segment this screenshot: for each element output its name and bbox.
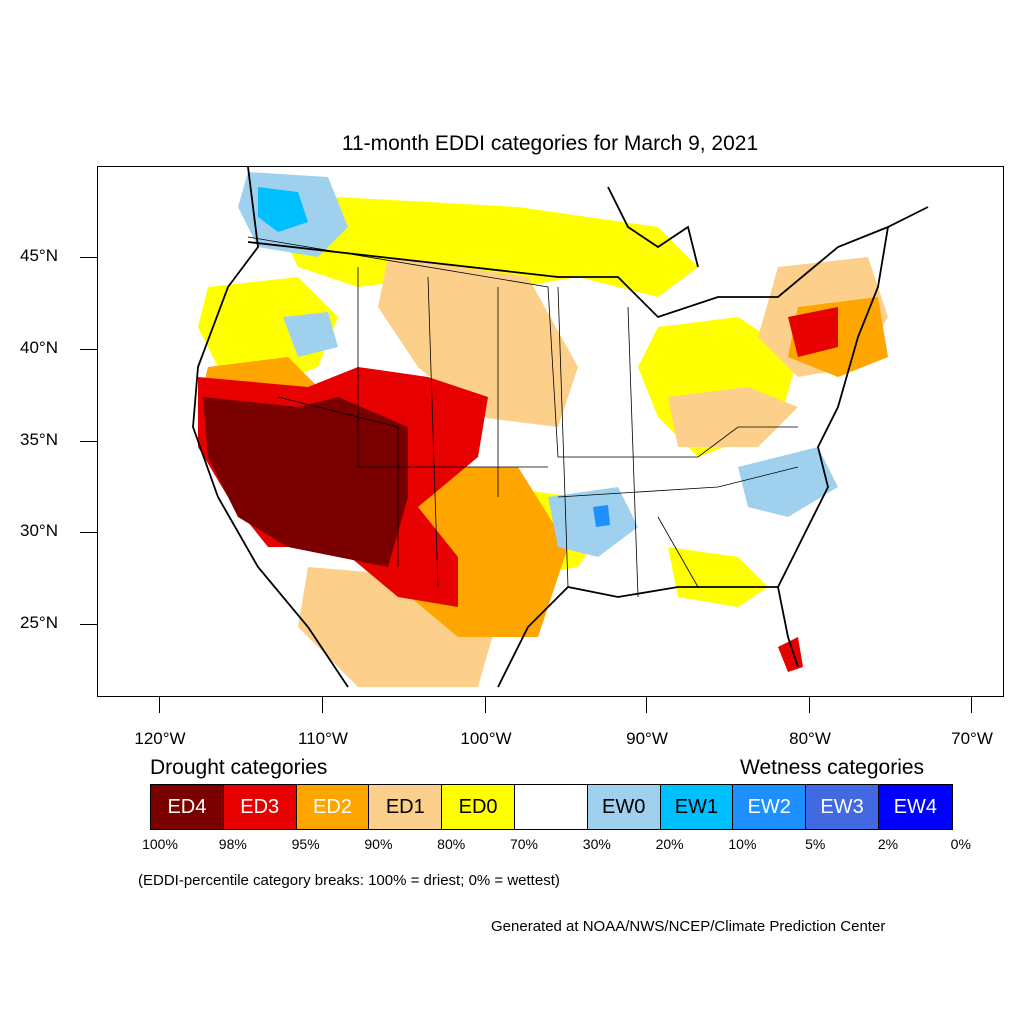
percent-break-label: 30% xyxy=(582,836,611,852)
lon-tick-70 xyxy=(971,697,972,713)
legend-box-ew1: EW1 xyxy=(660,785,734,829)
legend-box-ew0: EW0 xyxy=(587,785,661,829)
percent-break-label: 95% xyxy=(291,836,320,852)
ew0-idaho xyxy=(283,312,338,357)
lon-label-120: 120°W xyxy=(134,729,186,748)
lon-label-80: 80°W xyxy=(789,729,831,748)
legend-box-neutral xyxy=(514,785,588,829)
lon-tick-90 xyxy=(646,697,647,713)
lat-label-45: 45°N xyxy=(20,246,58,265)
lat-tick-30 xyxy=(80,532,97,533)
lat-tick-45 xyxy=(80,257,97,258)
ed0-west xyxy=(198,277,338,387)
ed1-ohio xyxy=(668,387,798,447)
lon-tick-120 xyxy=(159,697,160,713)
lat-tick-25 xyxy=(80,624,97,625)
lon-label-110: 110°W xyxy=(298,729,348,748)
eddi-map xyxy=(97,166,1004,697)
lon-label-70: 70°W xyxy=(951,729,993,748)
ed1-plains xyxy=(378,257,578,427)
legend-box-ew2: EW2 xyxy=(733,785,807,829)
ed0-north xyxy=(278,197,698,297)
legend-box-ew3: EW3 xyxy=(806,785,879,829)
lon-label-90: 90°W xyxy=(626,729,668,748)
percent-break-label: 100% xyxy=(142,836,178,852)
credit-line: Generated at NOAA/NWS/NCEP/Climate Predi… xyxy=(491,918,886,935)
ew1-northwest xyxy=(258,187,308,232)
percent-break-label: 10% xyxy=(728,836,757,852)
state-boundaries xyxy=(247,236,799,598)
wetness-categories-heading: Wetness categories xyxy=(740,756,925,779)
coastlines xyxy=(192,167,929,688)
percent-break-label: 90% xyxy=(364,836,393,852)
drought-categories-heading: Drought categories xyxy=(150,756,328,779)
ed3-newyork xyxy=(788,307,838,357)
lon-tick-110 xyxy=(322,697,323,713)
legend-box-ed0: ED0 xyxy=(442,785,515,829)
ew0-arkansas xyxy=(548,487,638,557)
lon-tick-100 xyxy=(485,697,486,713)
lat-label-40: 40°N xyxy=(20,338,58,357)
ew2-arkansas xyxy=(593,505,610,527)
legend-box-ed1: ED1 xyxy=(369,785,443,829)
percent-break-label: 2% xyxy=(877,836,899,852)
lat-tick-35 xyxy=(80,441,97,442)
lat-label-25: 25°N xyxy=(20,613,58,632)
legend-box-ew4: EW4 xyxy=(878,785,952,829)
percent-break-label: 0% xyxy=(950,836,971,852)
legend-box-ed2: ED2 xyxy=(296,785,370,829)
percent-break-label: 20% xyxy=(655,836,684,852)
percent-break-label: 70% xyxy=(509,836,539,852)
legend-box-ed3: ED3 xyxy=(223,785,297,829)
lat-label-35: 35°N xyxy=(20,430,58,449)
ew0-carolina xyxy=(738,447,838,517)
ed0-gulf xyxy=(668,547,768,607)
eddi-map-svg xyxy=(192,167,929,688)
percent-break-label: 80% xyxy=(437,836,466,852)
percent-break-label: 5% xyxy=(805,836,826,852)
lat-tick-40 xyxy=(80,349,97,350)
lat-label-30: 30°N xyxy=(20,521,58,540)
lon-tick-80 xyxy=(809,697,810,713)
category-note: (EDDI-percentile category breaks: 100% =… xyxy=(138,872,560,889)
ed4-southwest xyxy=(203,397,408,567)
legend-box-ed4: ED4 xyxy=(151,785,224,829)
percent-break-label: 98% xyxy=(218,836,247,852)
lon-label-100: 100°W xyxy=(460,729,512,748)
category-legend: ED4 ED3 ED2 ED1 ED0 EW0 EW1 EW2 EW3 EW4 xyxy=(150,784,953,830)
map-title: 11-month EDDI categories for March 9, 20… xyxy=(341,132,759,155)
